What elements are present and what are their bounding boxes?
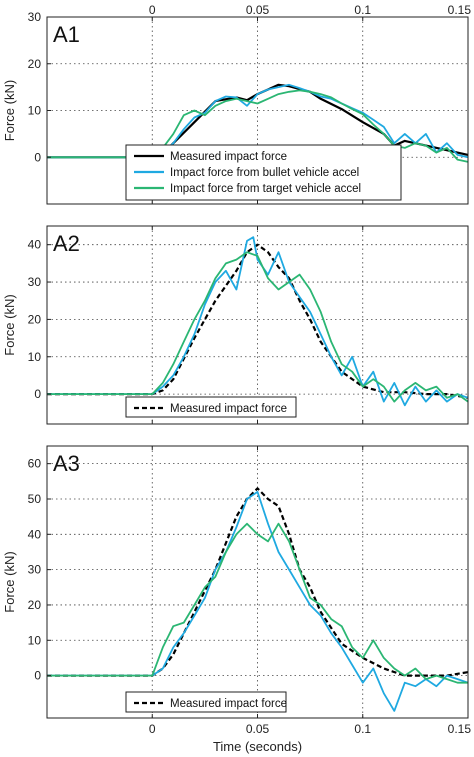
x-axis-label-3: Time (seconds) <box>213 739 302 754</box>
x-tick-label-3-0: 0 <box>149 722 156 736</box>
series-line-3-0 <box>47 487 469 677</box>
x-tick-label-3-2: 0.1 <box>354 722 371 736</box>
series-line-1-0 <box>47 83 469 159</box>
y-tick-label-1-3: 30 <box>28 10 42 24</box>
y-axis-label-3: Force (kN) <box>2 551 17 612</box>
series-line-2-1 <box>47 236 469 407</box>
series-line-3-2 <box>47 522 468 684</box>
y-tick-label-3-6: 60 <box>28 457 42 471</box>
series-line-2-0 <box>47 243 469 399</box>
x-tick-label-1-3: 0.15 <box>448 3 472 17</box>
legend-label-1-0: Measured impact force <box>170 151 287 163</box>
series-line-2-2 <box>47 251 469 403</box>
y-tick-label-3-5: 50 <box>28 492 42 506</box>
panel-label-3: A3 <box>53 451 80 476</box>
y-tick-label-1-1: 10 <box>28 104 42 118</box>
y-axis-label-1: Force (kN) <box>2 80 17 141</box>
series-line-1-2 <box>47 89 469 163</box>
legend-box-1 <box>125 144 402 201</box>
x-tick-label-3-3: 0.15 <box>448 722 472 736</box>
legend-box-2 <box>125 396 297 418</box>
y-tick-label-2-2: 20 <box>28 312 42 326</box>
y-tick-label-3-4: 40 <box>28 527 42 541</box>
y-tick-label-3-0: 0 <box>34 669 41 683</box>
panel-label-2: A2 <box>53 231 80 256</box>
x-tick-label-1-1: 0.05 <box>246 3 270 17</box>
panel-label-1: A1 <box>53 22 80 47</box>
y-tick-label-2-0: 0 <box>34 387 41 401</box>
legend-label-1-1: Impact force from bullet vehicle accel <box>170 167 359 179</box>
y-axis-label-2: Force (kN) <box>2 294 17 355</box>
y-tick-label-3-1: 10 <box>28 633 42 647</box>
legend-label-3-0: Measured impact force <box>170 698 287 710</box>
series-line-1-1 <box>47 83 469 159</box>
y-tick-label-2-4: 40 <box>28 238 42 252</box>
y-tick-label-1-0: 0 <box>34 150 41 164</box>
y-tick-label-1-2: 20 <box>28 57 42 71</box>
legend-label-2-0: Measured impact force <box>170 403 287 415</box>
legend-label-1-2: Impact force from target vehicle accel <box>170 183 361 195</box>
y-tick-label-3-2: 20 <box>28 598 42 612</box>
x-tick-label-1-0: 0 <box>149 3 156 17</box>
legend-box-3 <box>125 691 287 713</box>
series-line-3-1 <box>47 490 469 712</box>
y-tick-label-2-3: 30 <box>28 275 42 289</box>
y-tick-label-2-1: 10 <box>28 350 42 364</box>
x-tick-label-3-1: 0.05 <box>246 722 270 736</box>
y-tick-label-3-3: 30 <box>28 563 42 577</box>
x-tick-label-1-2: 0.1 <box>354 3 371 17</box>
